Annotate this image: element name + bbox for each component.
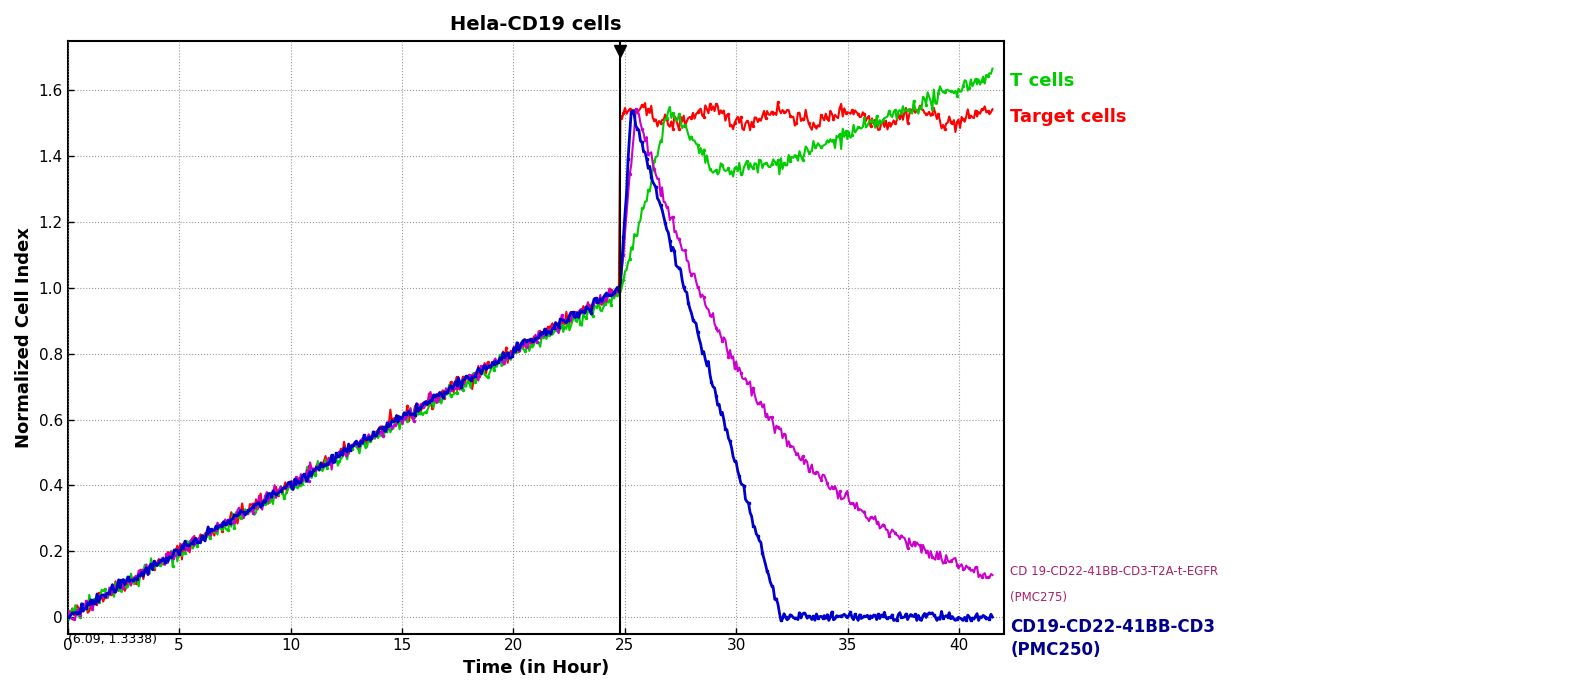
- Text: Target cells: Target cells: [1011, 108, 1126, 126]
- Text: (PMC250): (PMC250): [1011, 641, 1101, 659]
- Text: (PMC275): (PMC275): [1011, 591, 1068, 604]
- X-axis label: Time (in Hour): Time (in Hour): [463, 659, 608, 677]
- Text: CD 19-CD22-41BB-CD3-T2A-t-EGFR: CD 19-CD22-41BB-CD3-T2A-t-EGFR: [1011, 565, 1218, 578]
- Y-axis label: Normalized Cell Index: Normalized Cell Index: [14, 227, 33, 448]
- Title: Hela-CD19 cells: Hela-CD19 cells: [450, 15, 621, 34]
- Text: T cells: T cells: [1011, 71, 1074, 89]
- Text: (6.09, 1.3338): (6.09, 1.3338): [68, 633, 157, 646]
- Text: CD19-CD22-41BB-CD3: CD19-CD22-41BB-CD3: [1011, 618, 1215, 636]
